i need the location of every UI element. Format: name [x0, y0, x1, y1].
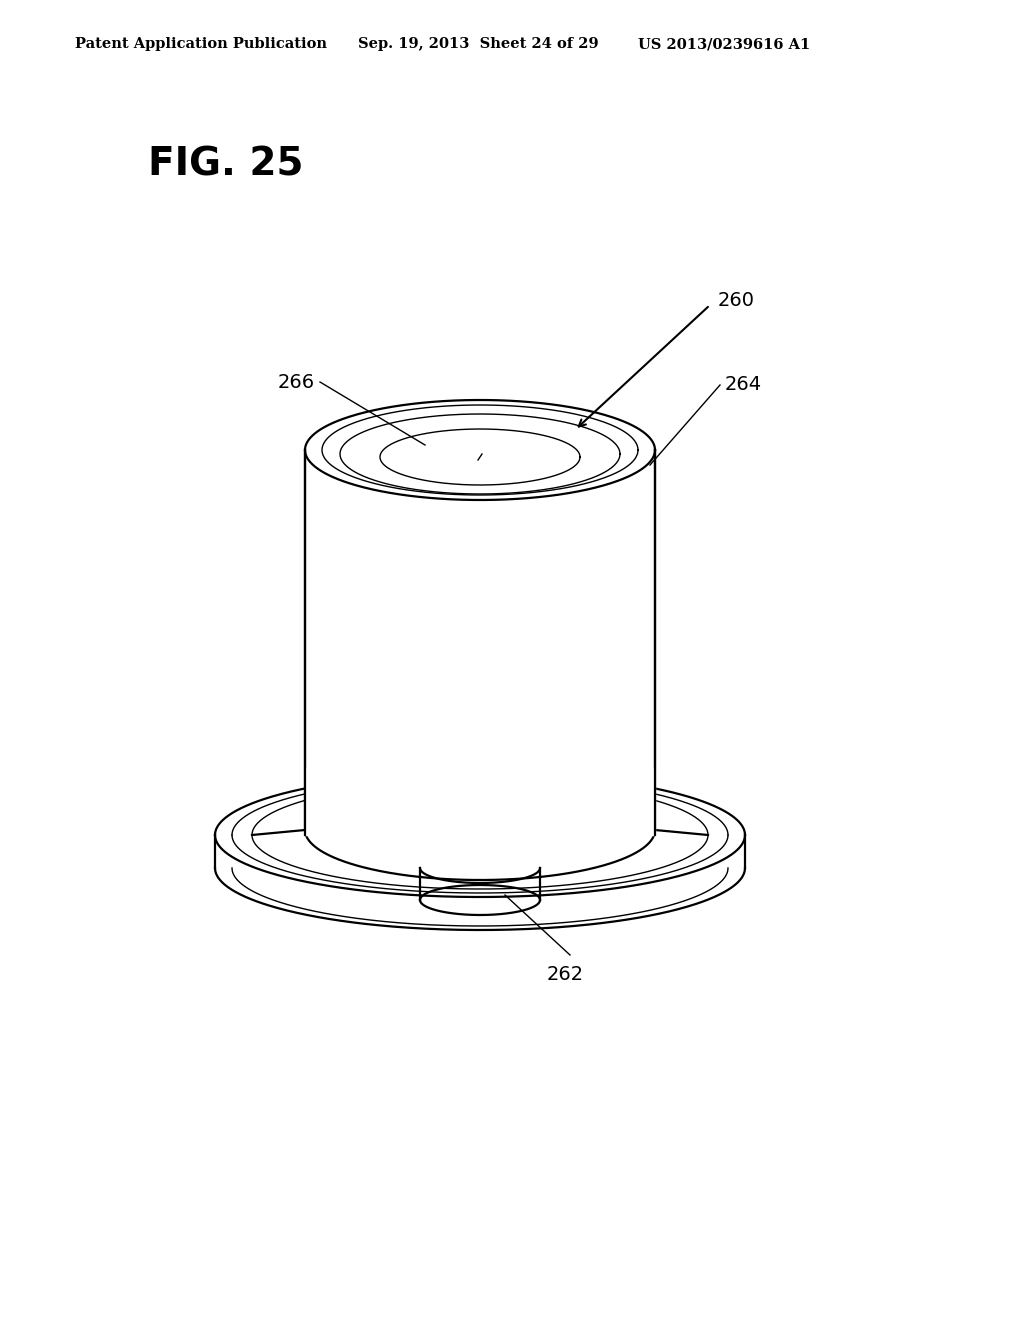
Text: US 2013/0239616 A1: US 2013/0239616 A1: [638, 37, 810, 51]
Text: Patent Application Publication: Patent Application Publication: [75, 37, 327, 51]
Text: FIG. 25: FIG. 25: [148, 145, 303, 183]
Text: Sep. 19, 2013  Sheet 24 of 29: Sep. 19, 2013 Sheet 24 of 29: [358, 37, 599, 51]
Text: 266: 266: [278, 372, 315, 392]
Text: 260: 260: [718, 290, 755, 309]
Text: 264: 264: [725, 375, 762, 395]
Bar: [305, 768, 655, 836]
Text: 262: 262: [547, 965, 584, 983]
